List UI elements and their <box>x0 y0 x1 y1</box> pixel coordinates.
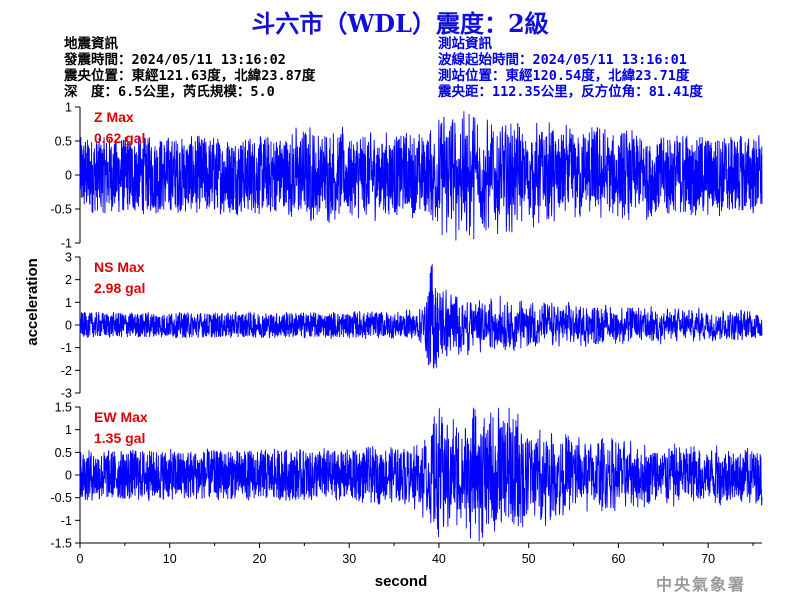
x-tick-label: 50 <box>522 552 536 566</box>
y-tick-label: -1 <box>61 514 72 528</box>
station-info-block: 測站資訊 波線起始時間：2024/05/11 13:16:01 測站位置：東經1… <box>438 36 703 100</box>
y-tick-label: -0.5 <box>50 203 72 217</box>
x-axis-label: second <box>375 573 428 590</box>
y-tick-label: 3 <box>65 251 72 265</box>
max-label-z: Z Max <box>94 109 134 125</box>
cwa-logo: 中央氣象署 <box>656 575 747 594</box>
y-tick-label: 0 <box>65 169 72 183</box>
max-value-z: 0.62 gal <box>94 130 145 146</box>
depth-magnitude: 深 度：6.5公里，芮氏規模：5.0 <box>64 84 275 100</box>
wave-start-time: 波線起始時間：2024/05/11 13:16:01 <box>438 52 687 68</box>
trace-z <box>79 111 763 241</box>
x-tick-label: 0 <box>77 552 84 566</box>
y-tick-label: 0 <box>65 469 72 483</box>
y-tick-label: 0.5 <box>55 446 72 460</box>
y-tick-label: 1 <box>65 296 72 310</box>
y-tick-label: -1 <box>61 237 72 251</box>
y-tick-label: 1 <box>65 423 72 437</box>
y-tick-label: -3 <box>61 387 72 401</box>
max-label-ew: EW Max <box>94 409 148 425</box>
y-axis-label: acceleration <box>24 258 41 346</box>
epicenter-location: 震央位置：東經121.63度，北緯23.87度 <box>64 68 316 84</box>
event-info-heading: 地震資訊 <box>64 36 118 52</box>
y-tick-label: -1 <box>61 341 72 355</box>
max-label-ns: NS Max <box>94 259 145 275</box>
epicentral-distance: 震央距：112.35公里，反方位角：81.41度 <box>438 84 703 100</box>
origin-time: 發震時間：2024/05/11 13:16:02 <box>64 52 286 68</box>
event-info-block: 地震資訊 發震時間：2024/05/11 13:16:02 震央位置：東經121… <box>64 36 315 100</box>
x-tick-label: 20 <box>253 552 267 566</box>
station-location: 測站位置：東經120.54度，北緯23.71度 <box>438 68 690 84</box>
y-tick-label: -2 <box>61 364 72 378</box>
y-tick-label: -0.5 <box>50 491 72 505</box>
y-tick-label: 0.5 <box>55 135 72 149</box>
x-tick-label: 60 <box>611 552 625 566</box>
y-tick-label: -1.5 <box>50 537 72 551</box>
y-tick-label: 2 <box>65 273 72 287</box>
trace-ns <box>79 264 763 369</box>
station-info-heading: 測站資訊 <box>438 36 492 52</box>
x-tick-label: 10 <box>163 552 177 566</box>
x-tick-label: 70 <box>701 552 715 566</box>
x-tick-label: 30 <box>342 552 356 566</box>
y-tick-label: 1.5 <box>55 401 72 415</box>
y-tick-label: 0 <box>65 319 72 333</box>
max-value-ew: 1.35 gal <box>94 430 145 446</box>
page-title: 斗六市（WDL）震度：2級 <box>251 9 549 38</box>
x-tick-label: 40 <box>432 552 446 566</box>
y-tick-label: 1 <box>65 101 72 115</box>
trace-ew <box>79 407 763 542</box>
max-value-ns: 2.98 gal <box>94 280 145 296</box>
